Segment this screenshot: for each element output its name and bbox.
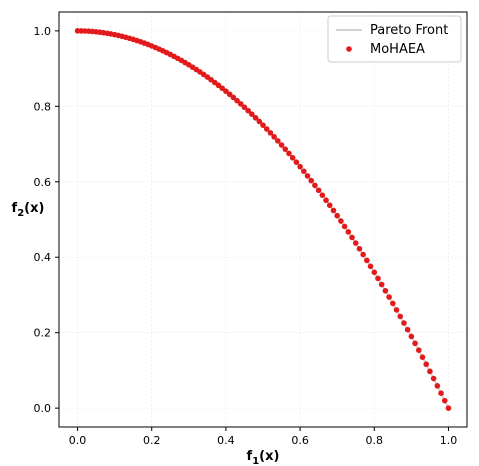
data-point [234,97,240,104]
data-point [378,281,385,288]
data-point [293,159,300,165]
data-point [401,320,407,326]
data-point [249,111,255,117]
data-point [408,333,415,340]
data-point [267,130,274,136]
data-point [423,361,430,368]
data-point [364,257,370,264]
data-point [430,375,437,382]
data-point [256,118,263,125]
legend-box [327,15,462,63]
legend-swatch-mohaea [346,46,352,52]
data-point [352,240,359,246]
data-point [226,91,233,98]
data-point [375,275,381,282]
data-point [393,307,400,313]
data-point [349,234,355,241]
data-point [282,146,289,152]
data-point [434,383,441,389]
data-point [438,390,444,397]
data-point [338,218,344,224]
data-point [445,405,452,411]
data-point [241,104,248,111]
data-point [326,202,333,209]
data-point [237,101,244,107]
data-point [260,122,266,128]
data-point [289,154,296,161]
data-point [419,354,426,360]
x-axis-label-subscript: 1 [252,456,259,466]
plot-area-frame [58,11,468,428]
data-point [315,187,322,194]
data-point [367,263,374,270]
y-tick-label: 0.6 [34,176,52,189]
data-point [390,300,396,307]
data-point [356,245,363,252]
data-point [412,340,418,347]
data-point [297,163,303,170]
data-point [404,326,411,333]
x-tick-label: 0.2 [143,434,161,447]
data-point [263,126,270,132]
data-point [308,177,315,184]
data-point [319,192,326,198]
data-point [312,182,318,189]
x-tick-label: 0.4 [217,434,235,447]
x-axis-label: f1(x) [247,449,280,466]
axis-ticks: 0.0 0.2 0.4 0.6 0.8 1.0 0.0 0.2 0.4 0.6 0.8 1.0 [34,25,458,447]
data-point [330,207,337,214]
data-point [230,94,237,101]
data-point [386,294,392,300]
data-point [360,251,366,258]
data-point [323,197,329,204]
x-tick-label: 0.0 [69,434,87,447]
data-point [304,173,311,179]
x-tick-label: 0.6 [291,434,309,447]
data-point [441,397,448,404]
data-point [286,150,292,157]
data-point [271,134,277,140]
y-tick-label: 0.0 [34,402,52,415]
series-layer [74,28,452,411]
y-axis-label: f2(x) [12,201,45,219]
data-point [223,88,229,95]
data-point [334,212,340,219]
x-tick-label: 1.0 [440,434,458,447]
data-point [382,287,389,294]
x-tick-label: 0.8 [366,434,384,447]
data-point [278,142,285,148]
data-point [252,114,259,121]
data-point [301,168,307,175]
legend-label-pareto-front: Pareto Front [370,23,448,38]
legend-label-mohaea: MoHAEA [370,42,425,57]
y-tick-label: 1.0 [34,25,52,38]
data-point [397,313,404,320]
legend: Pareto Front MoHAEA [327,15,462,63]
y-axis-label-subscript: 2 [17,208,24,219]
data-point [275,138,281,144]
data-point [341,223,348,230]
y-tick-label: 0.8 [34,100,52,113]
y-tick-label: 0.2 [34,327,52,340]
data-point [427,368,433,375]
data-point [245,107,251,114]
data-point [345,229,352,235]
data-point [415,347,422,353]
data-point [371,269,378,276]
y-tick-label: 0.4 [34,251,52,264]
